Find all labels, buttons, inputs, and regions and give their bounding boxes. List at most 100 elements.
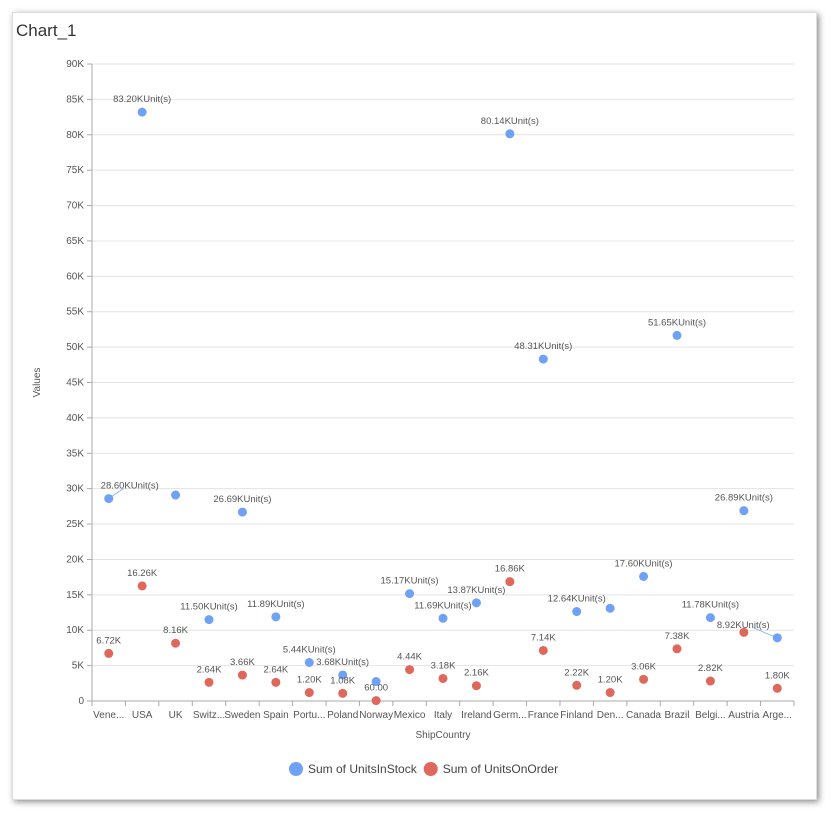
data-label: 26.89KUnit(s) [715,493,773,504]
data-point [304,657,314,667]
x-tick-label: USA [132,710,153,721]
data-label: 11.50KUnit(s) [180,602,237,613]
data-point [137,581,147,591]
y-tick-label: 20K [66,554,84,565]
data-point [672,330,682,340]
x-tick-label: Portu... [293,710,325,721]
label-connector [753,627,778,639]
x-tick-label: Canada [626,710,661,721]
data-label: 17.60KUnit(s) [615,558,673,569]
data-point [338,670,348,680]
y-tick-label: 90K [66,59,84,70]
data-label: 3.68KUnit(s) [316,657,369,668]
data-point [304,688,314,698]
data-point [672,644,682,654]
data-label: 6.72K [96,635,121,646]
data-label: 16.26K [127,568,158,579]
data-label: 48.31KUnit(s) [514,341,572,352]
x-tick-label: Switz... [193,710,225,721]
data-point [104,648,114,658]
y-tick-label: 15K [66,590,84,601]
data-point [572,680,582,690]
data-label: 13.87KUnit(s) [447,585,505,596]
data-label: 5.44KUnit(s) [283,644,336,655]
chart-panel: Chart_1 0 5K 10K 15K 20K 25K 30K 35K 40K 45K 50K 55… [12,12,817,800]
data-point [171,638,181,648]
x-tick-label: Den... [597,710,624,721]
data-point [237,507,247,517]
data-point [772,683,782,693]
data-label: 11.69KUnit(s) [414,600,471,611]
y-tick-label: 10K [66,625,84,636]
y-tick-label: 75K [66,165,84,176]
y-axis-title: Values [32,368,43,398]
x-tick-label: Italy [434,710,452,721]
x-tick-label: Belgi... [695,710,726,721]
y-tick-label: 35K [66,448,84,459]
data-point [505,577,515,587]
data-point [739,627,749,637]
data-point [739,506,749,516]
data-label: 4.44K [397,652,422,663]
data-label: 2.16K [464,668,489,679]
x-tick-label: Arge... [763,710,792,721]
data-label: 1.20K [297,675,322,686]
y-tick-label: 70K [66,201,84,212]
x-tick-label: Germ... [493,710,526,721]
data-label: 1.20K [598,675,623,686]
data-point [204,677,214,687]
data-point [204,615,214,625]
data-point [605,688,615,698]
data-label: 15.17KUnit(s) [381,576,439,587]
data-point [639,674,649,684]
x-tick-label: Finland [560,710,593,721]
data-point [371,696,381,706]
data-label: 2.22K [564,667,589,678]
data-label: 16.86K [495,564,526,575]
data-label: 2.82K [698,663,723,674]
data-point [471,681,481,691]
x-tick-label: France [528,710,560,721]
y-tick-label: 30K [66,484,84,495]
x-tick-label: Vene... [93,710,124,721]
data-point [505,129,515,139]
label-connector [108,488,124,499]
data-label: 8.92KUnit(s) [717,620,770,631]
x-tick-label: Norway [359,710,393,721]
data-point [572,607,582,617]
data-label: 2.64K [197,664,222,675]
data-label: 60.00 [364,683,388,694]
x-tick-label: Ireland [461,710,492,721]
legend-label: Sum of UnitsInStock [308,762,418,776]
y-tick-label: 85K [66,94,84,105]
data-point [405,589,415,599]
x-axis-title: ShipCountry [415,730,470,741]
legend-label: Sum of UnitsOnOrder [443,762,558,776]
data-label: 80.14KUnit(s) [481,116,539,127]
data-point [538,354,548,364]
data-point [271,677,281,687]
chart-title: Chart_1 [16,21,77,40]
y-tick-label: 50K [66,342,84,353]
data-label: 7.14K [531,632,556,643]
data-point [438,673,448,683]
data-point [405,665,415,675]
data-point [471,598,481,608]
x-tick-label: Poland [327,710,358,721]
data-point [171,490,181,500]
data-label: 12.64KUnit(s) [548,594,606,605]
y-tick-label: 0 [78,696,84,707]
data-label: 11.78KUnit(s) [682,600,739,611]
data-point [705,613,715,623]
data-label: 28.60KUnit(s) [101,481,159,492]
y-tick-label: 40K [66,413,84,424]
data-point [271,612,281,622]
y-tick-label: 60K [66,271,84,282]
x-tick-label: Sweden [224,710,260,721]
x-tick-label: Austria [728,710,760,721]
data-point [705,676,715,686]
data-point [338,688,348,698]
data-label: 11.89KUnit(s) [247,599,304,610]
x-tick-label: UK [169,710,183,721]
data-label: 26.69KUnit(s) [213,494,271,505]
